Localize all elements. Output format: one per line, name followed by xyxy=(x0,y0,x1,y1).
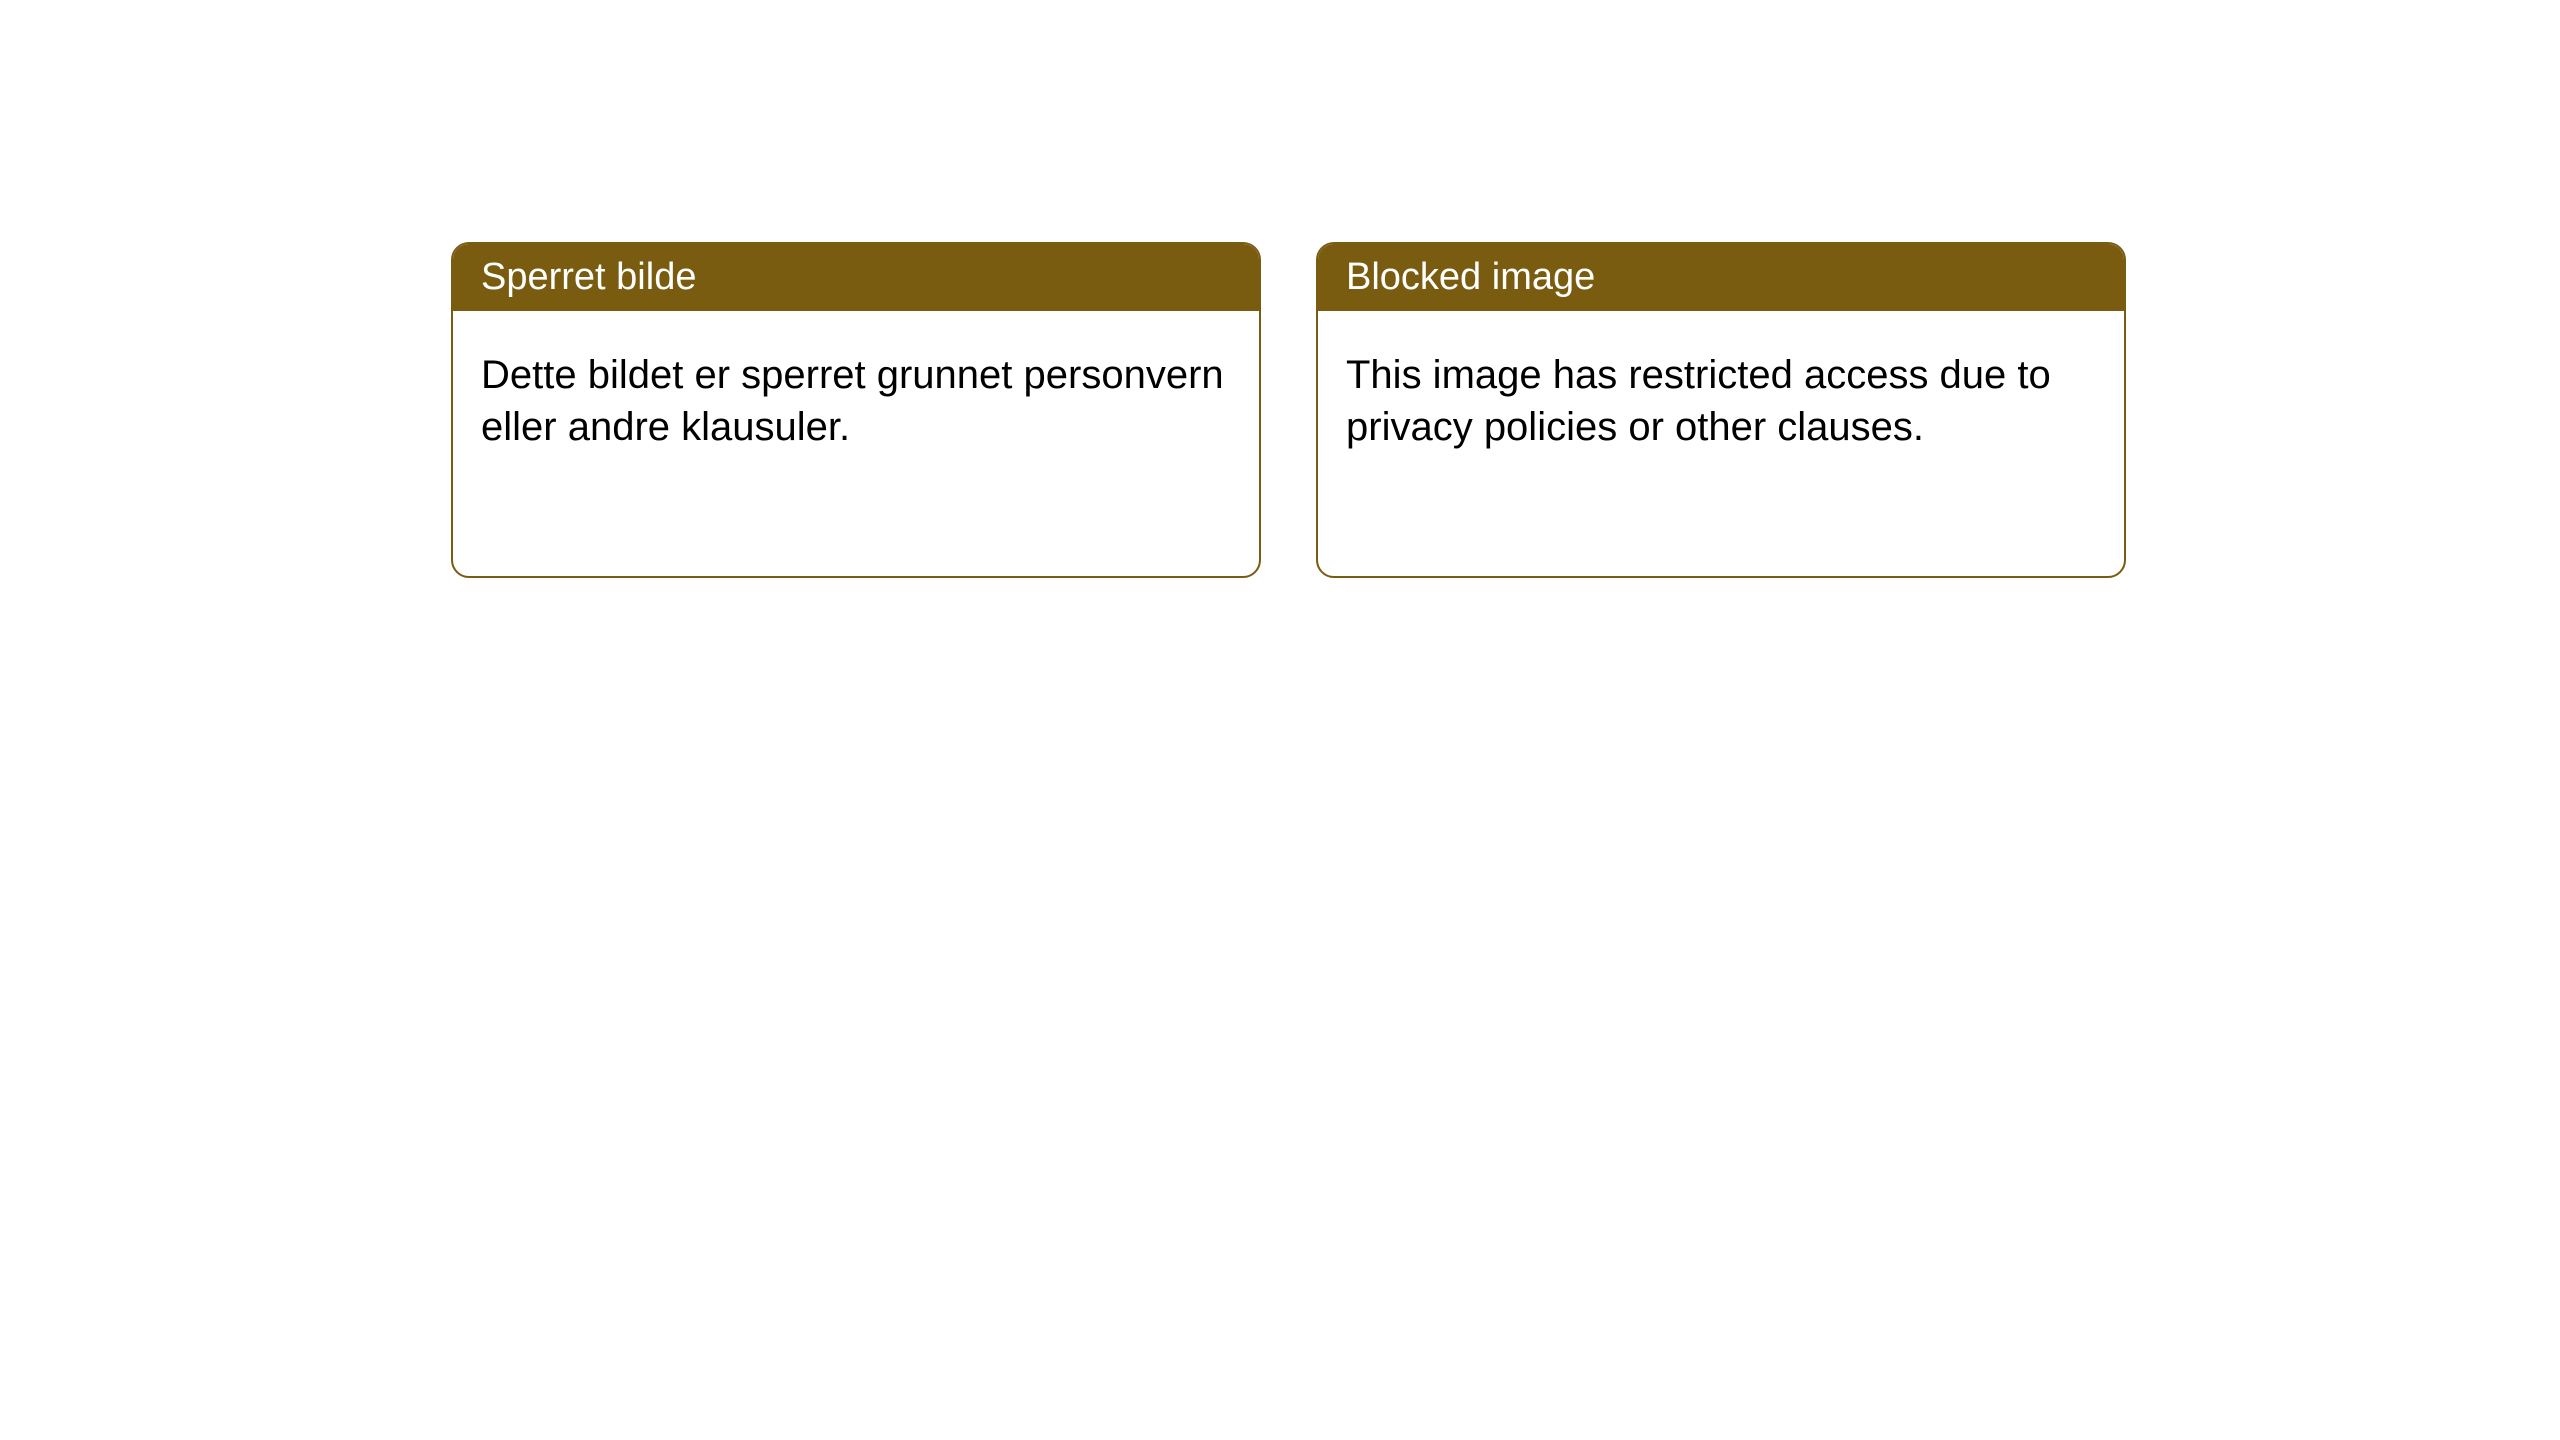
card-body: This image has restricted access due to … xyxy=(1318,311,2124,491)
card-body-text: This image has restricted access due to … xyxy=(1346,353,2051,449)
card-header: Sperret bilde xyxy=(453,244,1259,311)
card-body-text: Dette bildet er sperret grunnet personve… xyxy=(481,353,1224,449)
card-header-title: Blocked image xyxy=(1346,256,1595,298)
card-header-title: Sperret bilde xyxy=(481,256,696,298)
card-body: Dette bildet er sperret grunnet personve… xyxy=(453,311,1259,491)
notice-cards-container: Sperret bilde Dette bildet er sperret gr… xyxy=(0,0,2560,578)
notice-card-english: Blocked image This image has restricted … xyxy=(1316,242,2126,578)
notice-card-norwegian: Sperret bilde Dette bildet er sperret gr… xyxy=(451,242,1261,578)
card-header: Blocked image xyxy=(1318,244,2124,311)
